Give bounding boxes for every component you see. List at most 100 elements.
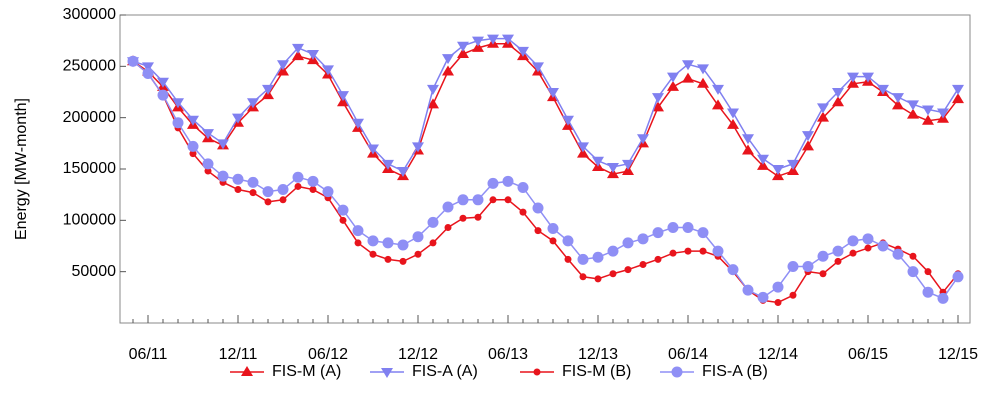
- data-point: [682, 60, 694, 71]
- data-point: [474, 213, 482, 221]
- data-point: [412, 231, 424, 243]
- data-point: [862, 233, 874, 245]
- data-point: [367, 235, 379, 247]
- x-tick-label: 12/12: [398, 346, 438, 363]
- data-point: [922, 114, 934, 125]
- data-point: [517, 46, 529, 57]
- y-tick-label: 150000: [63, 160, 116, 177]
- data-point: [427, 216, 439, 228]
- data-point: [834, 257, 842, 265]
- data-point: [787, 159, 799, 170]
- data-point: [862, 72, 874, 83]
- data-point: [772, 165, 784, 175]
- data-point: [217, 139, 229, 150]
- data-point: [564, 255, 572, 263]
- data-point: [817, 103, 829, 114]
- data-point: [414, 250, 422, 258]
- x-tick-label: 06/14: [668, 346, 708, 363]
- data-point: [202, 158, 214, 170]
- data-point: [907, 266, 919, 278]
- data-point: [712, 84, 724, 95]
- data-point: [429, 239, 437, 247]
- data-point: [547, 223, 559, 235]
- data-point: [172, 117, 184, 129]
- data-point: [247, 176, 259, 188]
- data-point: [172, 98, 184, 109]
- data-point: [562, 235, 574, 247]
- data-point: [697, 227, 709, 239]
- data-point: [864, 244, 872, 252]
- data-point: [787, 165, 799, 176]
- data-point: [457, 41, 469, 52]
- data-point: [892, 248, 904, 260]
- data-point: [697, 64, 709, 75]
- data-point: [264, 198, 272, 206]
- data-point: [774, 298, 782, 306]
- data-point: [727, 118, 739, 129]
- data-point: [624, 266, 632, 274]
- legend-label: FIS-A (B): [702, 363, 768, 380]
- data-point: [652, 101, 664, 112]
- x-tick-label: 06/15: [848, 346, 888, 363]
- data-point: [157, 77, 169, 88]
- y-tick-label: 200000: [63, 109, 116, 126]
- legend-label: FIS-M (B): [562, 363, 631, 380]
- data-point: [277, 60, 289, 71]
- x-tick-label: 06/13: [488, 346, 528, 363]
- data-point: [667, 72, 679, 83]
- data-point: [262, 186, 274, 198]
- data-point: [549, 237, 557, 245]
- data-point: [459, 214, 467, 222]
- data-point: [232, 173, 244, 185]
- data-point: [337, 91, 349, 102]
- data-point: [952, 271, 964, 283]
- data-point: [472, 36, 484, 47]
- data-point: [247, 98, 259, 109]
- data-point: [382, 159, 394, 170]
- legend-label: FIS-M (A): [272, 363, 341, 380]
- data-point: [562, 115, 574, 126]
- data-point: [637, 134, 649, 145]
- data-point: [592, 156, 604, 167]
- data-point: [397, 239, 409, 251]
- data-point: [652, 93, 664, 104]
- data-point: [922, 286, 934, 298]
- data-point: [322, 65, 334, 76]
- data-point: [757, 159, 769, 170]
- series-line: [132, 42, 959, 178]
- data-point: [877, 240, 889, 252]
- data-point: [637, 233, 649, 245]
- data-point: [399, 257, 407, 265]
- data-point: [307, 175, 319, 187]
- data-point: [772, 281, 784, 293]
- data-point: [832, 88, 844, 98]
- data-point: [802, 140, 814, 151]
- data-point: [847, 235, 859, 247]
- data-point: [187, 140, 199, 152]
- data-point: [639, 260, 647, 268]
- data-point: [952, 93, 964, 104]
- plot-frame: [119, 14, 971, 324]
- data-point: [262, 84, 274, 95]
- data-point: [442, 65, 454, 76]
- data-point: [472, 41, 484, 52]
- data-point: [367, 144, 379, 155]
- data-point: [622, 165, 634, 176]
- data-point: [234, 186, 242, 194]
- data-point: [249, 189, 257, 197]
- x-tick-label: 12/13: [578, 346, 618, 363]
- data-point: [457, 194, 469, 206]
- data-point: [742, 144, 754, 155]
- data-point: [487, 34, 499, 45]
- data-point: [592, 251, 604, 263]
- y-tick-label: 100000: [63, 212, 116, 229]
- data-point: [142, 62, 154, 73]
- data-point: [489, 196, 497, 204]
- data-point: [712, 99, 724, 110]
- data-point: [622, 159, 634, 170]
- data-point: [444, 224, 452, 232]
- data-point: [727, 108, 739, 119]
- data-point: [534, 227, 542, 235]
- data-point: [727, 264, 739, 276]
- data-point: [909, 252, 917, 260]
